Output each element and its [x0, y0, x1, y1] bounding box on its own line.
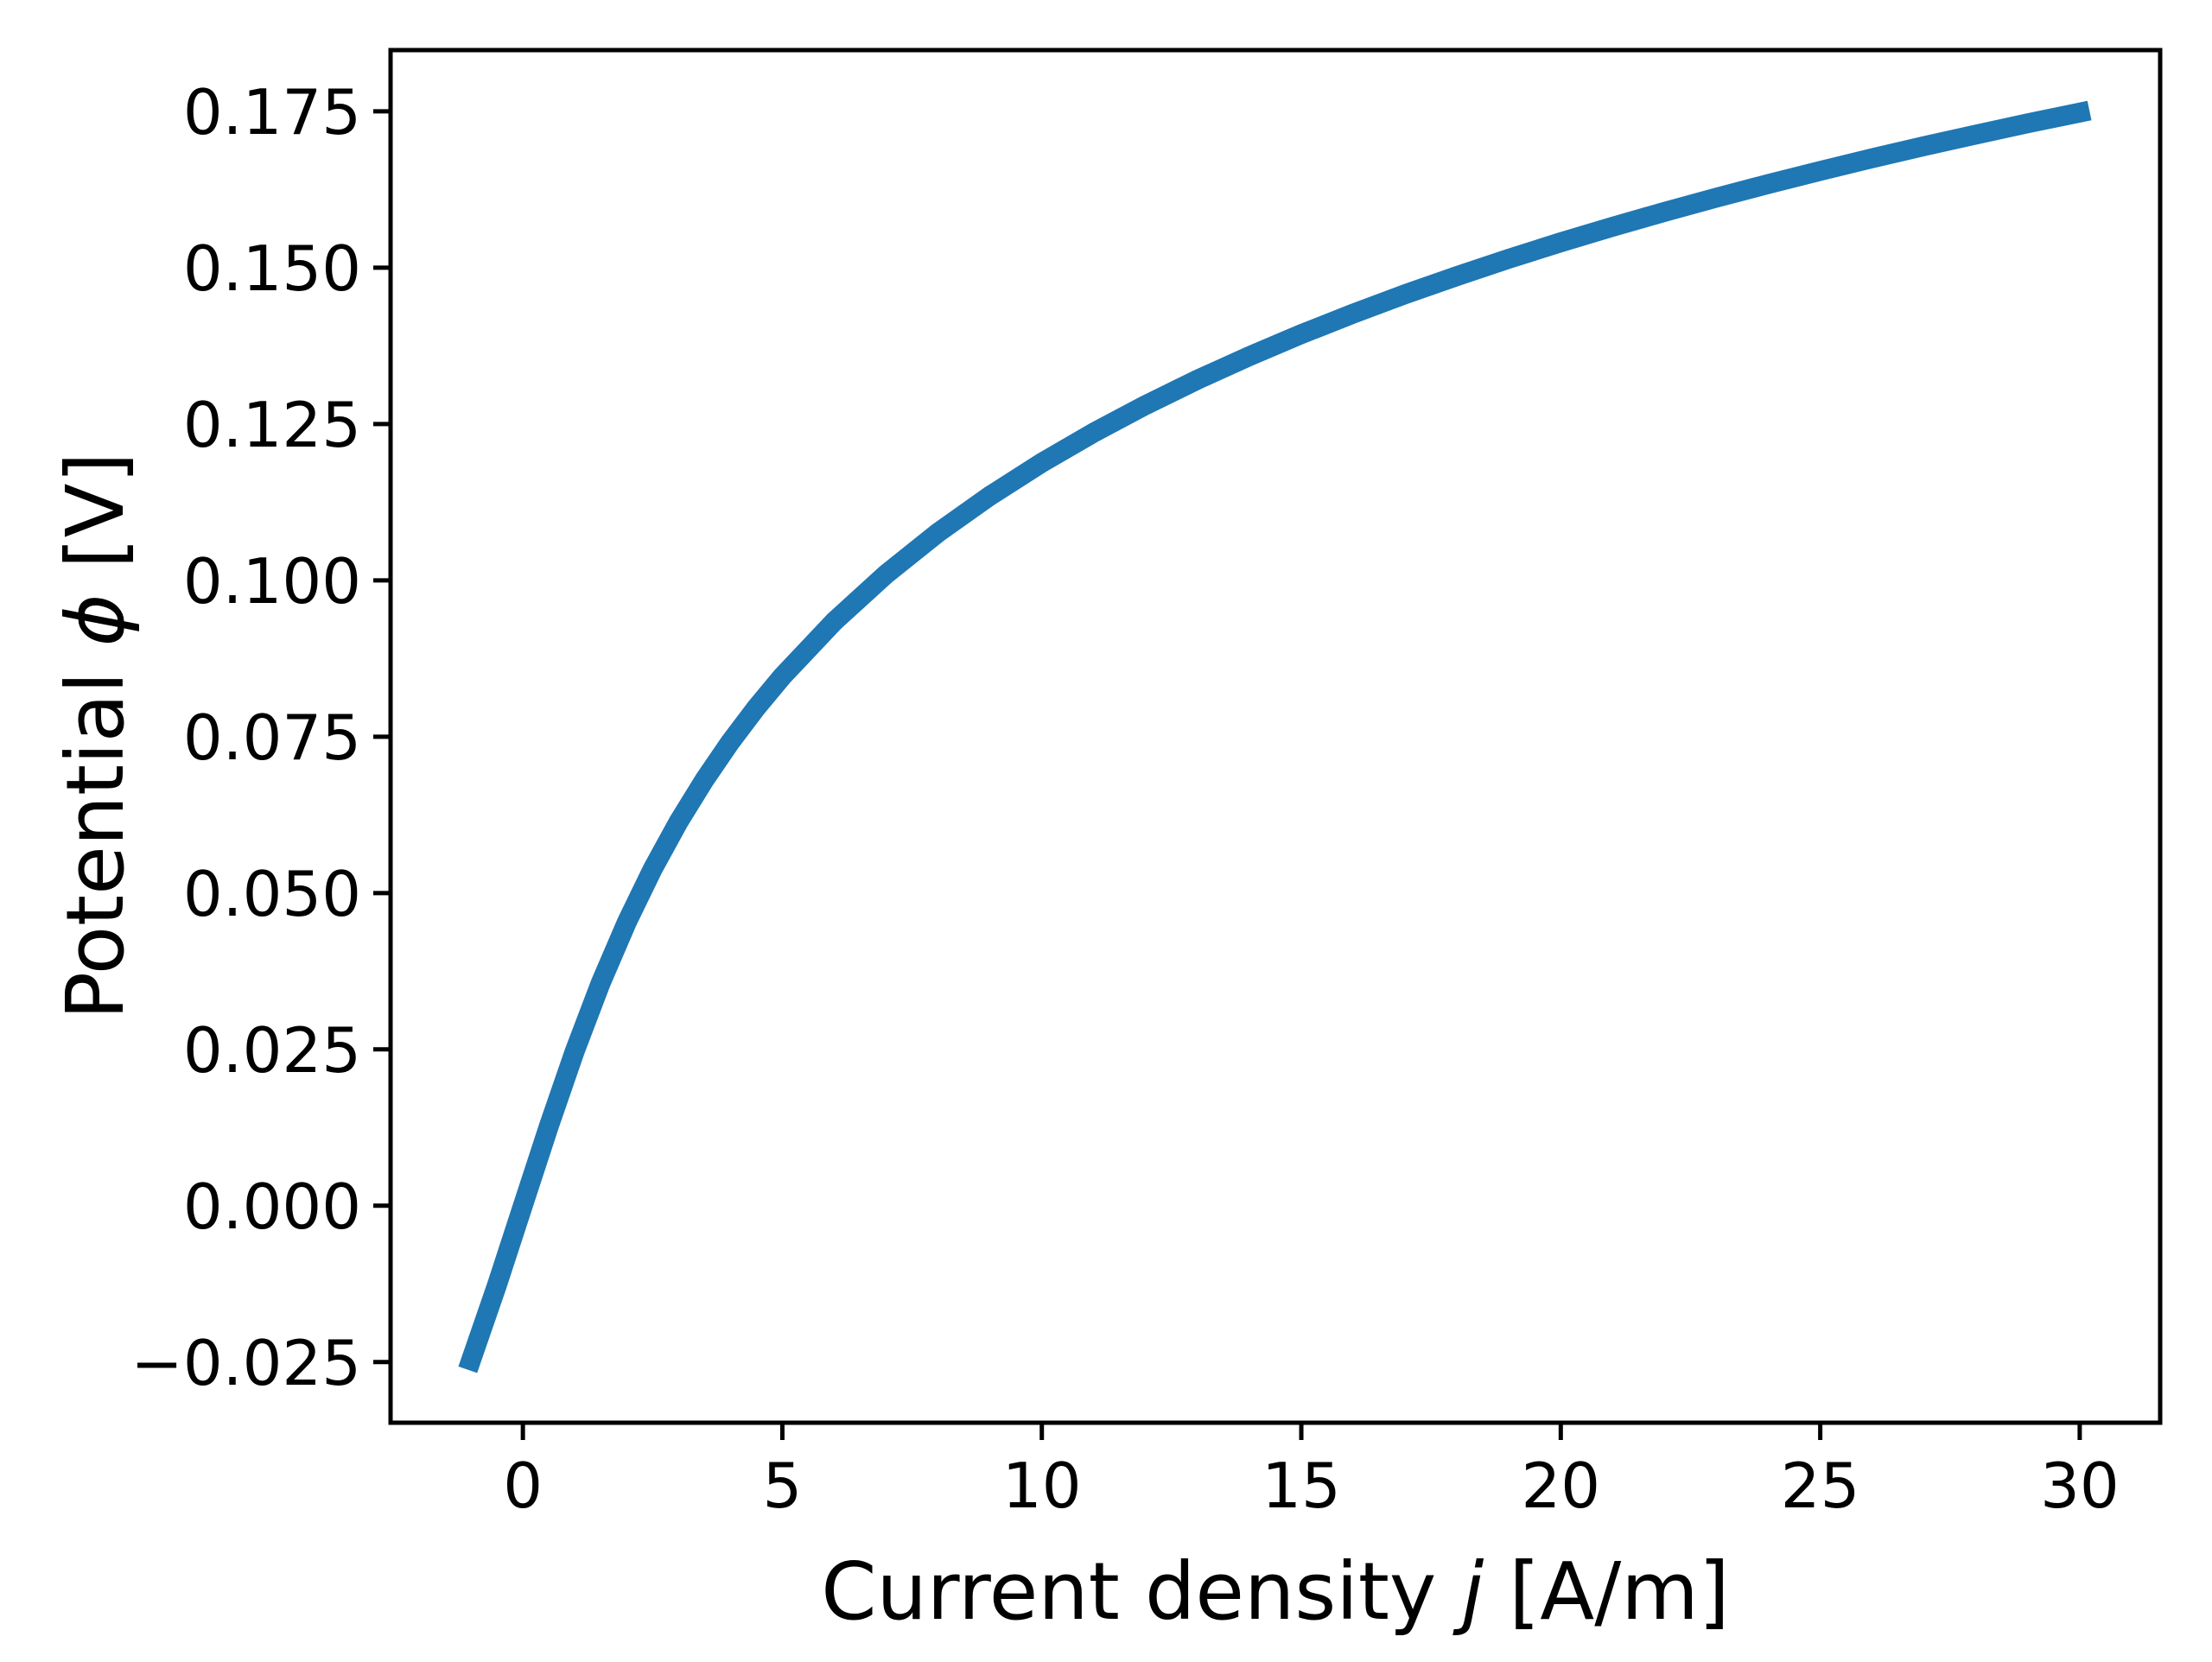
x-tick-label: 5 [763, 1449, 803, 1522]
y-tick-label: 0.175 [183, 76, 361, 149]
y-ticks: −0.025 0.000 0.025 0.050 0.075 0.100 0.125 0.15… [131, 76, 391, 1399]
y-tick-label: 0.125 [183, 389, 361, 461]
x-axis-label-prefix: Current density [821, 1545, 1461, 1638]
y-tick-label: 0.025 [183, 1014, 361, 1087]
x-ticks: 0 5 10 15 20 25 30 [503, 1423, 2120, 1522]
series-group [458, 100, 2092, 1373]
x-axis-label: Current density j [A/m] [821, 1545, 1730, 1638]
y-tick-label: 0.050 [183, 858, 361, 930]
y-axis: −0.025 0.000 0.025 0.050 0.075 0.100 0.125 0.15… [49, 76, 391, 1399]
x-tick-label: 15 [1262, 1449, 1341, 1522]
y-tick-label: 0.100 [183, 545, 361, 618]
x-tick-label: 30 [2040, 1449, 2120, 1522]
series-line [458, 100, 2092, 1373]
x-tick-label: 25 [1781, 1449, 1860, 1522]
x-tick-label: 10 [1002, 1449, 1082, 1522]
y-tick-label: 0.150 [183, 232, 361, 305]
x-tick-label: 20 [1522, 1449, 1601, 1522]
x-axis-label-suffix: [A/m] [1484, 1545, 1730, 1638]
y-tick-label: −0.025 [131, 1327, 361, 1399]
y-axis-label: Potential ϕ [V] [49, 453, 142, 1020]
x-axis: 0 5 10 15 20 25 30 Current density j [A/m] [503, 1423, 2120, 1638]
x-tick-label: 0 [503, 1449, 543, 1522]
y-axis-label-prefix: Potential [49, 646, 142, 1019]
y-axis-label-suffix: [V] [49, 453, 142, 594]
y-tick-label: 0.000 [183, 1170, 361, 1243]
y-axis-label-symbol: ϕ [49, 593, 142, 646]
plot-area [391, 50, 2160, 1423]
y-tick-label: 0.075 [183, 701, 361, 774]
